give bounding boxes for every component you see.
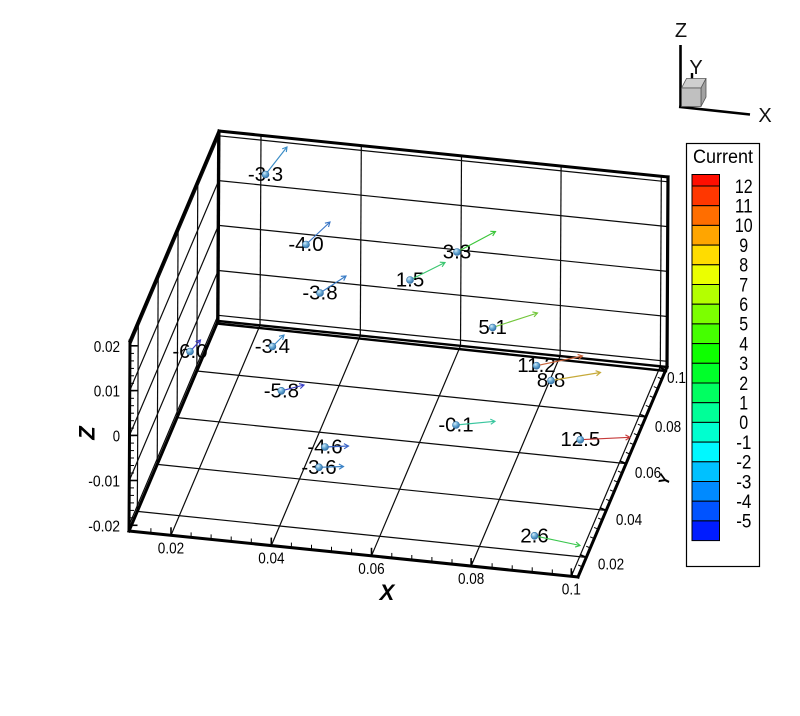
svg-text:0.06: 0.06 — [358, 561, 384, 578]
svg-text:-0.01: -0.01 — [88, 474, 120, 491]
svg-text:0.02: 0.02 — [598, 557, 624, 574]
svg-text:Z: Z — [675, 20, 687, 42]
svg-text:0: 0 — [739, 412, 748, 434]
svg-text:4: 4 — [739, 333, 748, 355]
svg-text:0.08: 0.08 — [655, 419, 681, 436]
svg-text:7: 7 — [739, 274, 748, 296]
svg-text:-4: -4 — [736, 491, 751, 513]
svg-text:6: 6 — [739, 294, 748, 316]
svg-text:Z: Z — [75, 425, 100, 441]
svg-text:8: 8 — [739, 255, 748, 277]
svg-text:0.08: 0.08 — [458, 571, 484, 588]
svg-text:3: 3 — [739, 353, 748, 375]
svg-text:0.04: 0.04 — [616, 512, 642, 529]
svg-text:10: 10 — [735, 215, 753, 237]
svg-text:5: 5 — [739, 314, 748, 336]
svg-text:-1: -1 — [736, 432, 751, 454]
svg-text:-0.02: -0.02 — [88, 518, 120, 535]
svg-text:0.1: 0.1 — [562, 581, 581, 598]
svg-text:Current: Current — [693, 147, 754, 168]
svg-text:-5: -5 — [736, 511, 751, 533]
svg-text:11: 11 — [735, 196, 753, 218]
svg-text:0.01: 0.01 — [94, 384, 120, 401]
svg-text:12: 12 — [735, 176, 753, 198]
svg-text:0.02: 0.02 — [94, 339, 120, 356]
svg-text:-2: -2 — [736, 452, 751, 474]
svg-text:Y: Y — [689, 57, 702, 79]
svg-text:X: X — [378, 580, 396, 605]
svg-text:0: 0 — [113, 428, 120, 445]
svg-text:0.02: 0.02 — [158, 540, 184, 557]
svg-text:2: 2 — [739, 373, 748, 395]
svg-text:X: X — [758, 105, 771, 127]
svg-text:0.06: 0.06 — [635, 465, 661, 482]
svg-text:1: 1 — [739, 393, 748, 415]
svg-text:0.04: 0.04 — [258, 551, 284, 568]
svg-text:9: 9 — [739, 235, 748, 257]
svg-text:-3: -3 — [736, 471, 751, 493]
svg-text:0.1: 0.1 — [667, 370, 686, 387]
